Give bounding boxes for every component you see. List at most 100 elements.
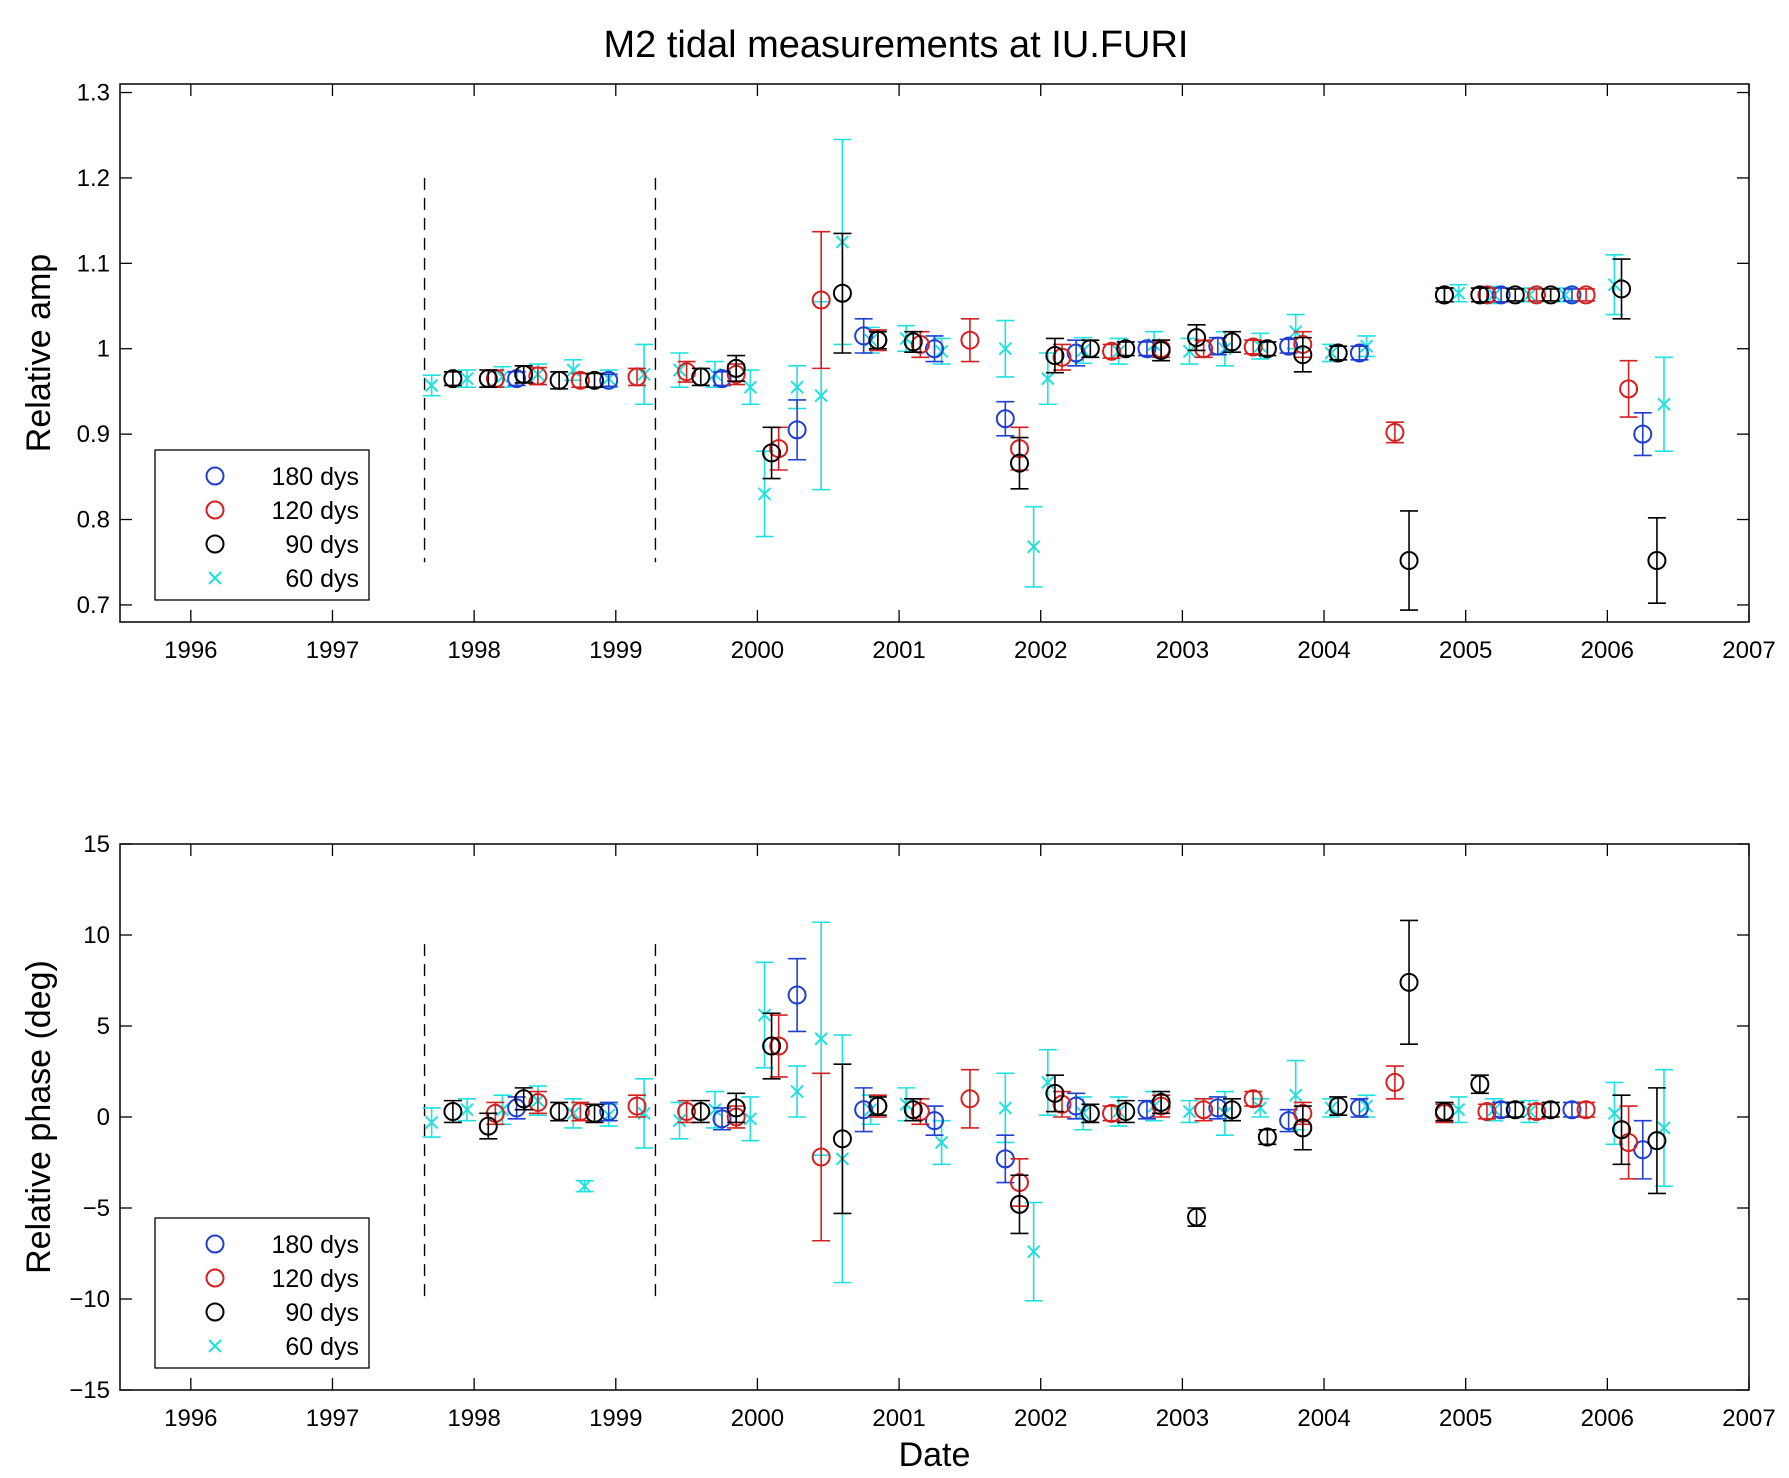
chart0-series-2-point-0 — [443, 369, 463, 389]
chart1-series-2-point-13 — [1080, 1103, 1100, 1124]
chart0-xtick-label-2: 1998 — [447, 637, 500, 664]
x-marker-b — [566, 363, 580, 377]
circle-marker — [1328, 343, 1348, 363]
chart0-series-3-point-2 — [493, 365, 512, 388]
x-marker-b — [577, 1179, 592, 1193]
chart0-ytick-label-0: 0.7 — [77, 592, 110, 619]
chart1-series-3-point-12 — [788, 1065, 807, 1118]
chart1-series-1-point-21 — [1527, 1102, 1547, 1122]
chart0-legend: 180 dys 120 dys 90 dys 60 dys — [154, 449, 370, 601]
chart0-ytick-label-5: 1.2 — [77, 165, 110, 192]
chart1-xtick-label-11: 2007 — [1722, 1405, 1775, 1432]
circle-marker — [478, 1116, 498, 1136]
chart0-series-0-point-14 — [1633, 411, 1653, 457]
chart1-series-1-point-16 — [1243, 1089, 1263, 1109]
x-marker-b — [1558, 288, 1572, 302]
circle-marker — [1399, 551, 1419, 571]
x-marker-b — [1324, 1101, 1338, 1115]
circle-marker — [1102, 341, 1122, 361]
circle-marker — [960, 330, 980, 350]
circle-marker — [691, 367, 711, 387]
circle-marker — [1080, 1103, 1100, 1123]
x-marker-b — [814, 388, 828, 403]
chart0-series-1-point-23 — [1619, 359, 1639, 418]
x-marker-b — [708, 1103, 722, 1117]
chart0-xtick-label-7: 2003 — [1156, 637, 1209, 664]
chart1-ytick-label-2: −5 — [83, 1195, 110, 1222]
circle-marker — [903, 1100, 923, 1120]
circle-marker — [1257, 1127, 1277, 1147]
circle-marker — [478, 369, 498, 389]
chart1-ytick-label-4: 5 — [97, 1013, 110, 1040]
chart0-series-0-point-1 — [599, 370, 619, 390]
x-marker-b — [460, 371, 474, 386]
x-marker-b — [1657, 397, 1671, 411]
chart0-series-2-point-16 — [1187, 324, 1207, 352]
x-marker-b — [1289, 1088, 1303, 1102]
x-marker-b — [1111, 1104, 1126, 1119]
x-marker-b — [1324, 346, 1338, 360]
chart1-series-2-point-16 — [1187, 1207, 1207, 1227]
x-marker-b — [743, 380, 758, 394]
chart0-legend-label-1: 120 dys — [271, 497, 359, 525]
circle-marker — [1576, 1100, 1596, 1120]
chart0-series-3-point-9 — [741, 369, 760, 406]
x-marker-b — [757, 487, 772, 501]
chart0-xtick-label-3: 1999 — [589, 637, 642, 664]
chart1-series-0-point-5 — [925, 1105, 944, 1136]
chart0-series-1-point-18 — [1385, 421, 1405, 444]
circle-marker — [1009, 1194, 1029, 1214]
circle-marker — [1279, 336, 1299, 356]
chart0-series-2-point-20 — [1328, 343, 1348, 363]
x-marker-b — [1359, 1099, 1374, 1113]
chart0-series-2-point-1 — [478, 369, 498, 389]
circle-marker — [1257, 339, 1277, 359]
circle-marker — [627, 367, 647, 387]
chart0-series-2-point-27 — [1647, 517, 1667, 605]
circle-marker — [1491, 1100, 1511, 1120]
x-marker-b — [460, 1103, 474, 1117]
chart0-series-1-point-7 — [811, 230, 831, 370]
chart1-xtick-label-1: 1997 — [306, 1405, 359, 1432]
chart0-series-3-point-10 — [755, 450, 774, 538]
chart1-series-1-point-10 — [960, 1068, 980, 1129]
chart0-series-2-point-9 — [868, 330, 888, 350]
chart1-series-2-point-26 — [1612, 1094, 1632, 1166]
chart1-series-0-point-1 — [599, 1101, 619, 1122]
chart0-xtick-label-10: 2006 — [1581, 637, 1634, 664]
chart1-series-2-point-2 — [514, 1087, 534, 1111]
chart0-series-2-point-6 — [726, 354, 746, 382]
chart1-series-2-point-11 — [1009, 1174, 1029, 1235]
x-marker-b — [672, 363, 687, 377]
chart0-series-2-point-2 — [514, 364, 534, 384]
phase-panel: 1996 1997 1998 1999 2000 2001 2002 2003 2004 2005… — [20, 831, 1776, 1474]
chart0-xtick-label-0: 1996 — [164, 637, 217, 664]
chart1-series-2-point-14 — [1116, 1099, 1136, 1124]
chart1-xtick-label-0: 1996 — [164, 1405, 217, 1432]
chart0-xtick-label-4: 2000 — [731, 637, 784, 664]
chart0-series-0-point-6 — [995, 400, 1015, 437]
x-marker-b — [1451, 1103, 1466, 1117]
chart1-series-2-point-1 — [478, 1112, 498, 1140]
chart1-ytick-label-0: −15 — [69, 1377, 110, 1404]
chart0-series-2-point-7 — [762, 426, 782, 480]
x-marker-b — [934, 1135, 949, 1150]
chart0-series-2-point-13 — [1080, 339, 1100, 359]
chart1-series-2-point-3 — [549, 1101, 569, 1122]
chart1-legend-circle-marker-1 — [205, 1268, 225, 1288]
chart0-series-0-point-8 — [1137, 339, 1157, 359]
circle-marker — [1208, 336, 1228, 356]
x-marker-b — [1522, 1104, 1537, 1119]
chart1-series-1-point-18 — [1385, 1065, 1405, 1100]
chart0-ytick-label-4: 1.1 — [77, 250, 110, 277]
x-marker-b — [424, 1115, 439, 1130]
chart0-ytick-label-6: 1.3 — [77, 80, 110, 107]
circle-marker — [1151, 1092, 1171, 1112]
chart1-series-2-point-27 — [1647, 1087, 1667, 1195]
chart0-series-0-point-13 — [1562, 285, 1582, 305]
chart0-legend-x-marker-b-3 — [208, 571, 222, 585]
chart1-series-3-point-18 — [996, 1072, 1015, 1144]
chart0-series-2-point-3 — [549, 370, 569, 390]
chart1-ylabel: Relative phase (deg) — [20, 960, 58, 1274]
